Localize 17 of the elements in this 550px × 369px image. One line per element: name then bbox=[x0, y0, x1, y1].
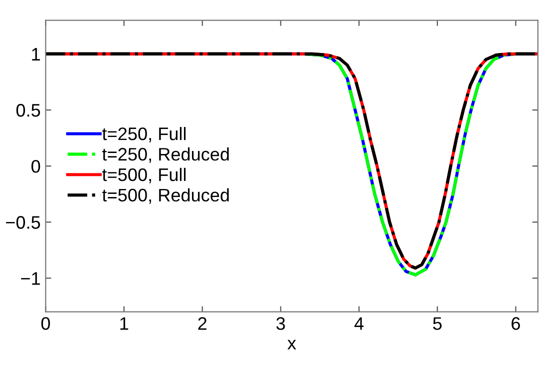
x-tick-label: 1 bbox=[120, 317, 128, 330]
x-tick-label: 5 bbox=[433, 317, 442, 330]
legend-label: t=250, Full bbox=[102, 126, 186, 142]
y-tick-label: 0 bbox=[31, 160, 40, 173]
x-axis-title: x bbox=[287, 340, 296, 350]
x-tick-label: 6 bbox=[512, 317, 520, 330]
legend-label: t=500, Full bbox=[102, 168, 186, 184]
legend-label: t=500, Reduced bbox=[102, 188, 229, 204]
x-tick-label: 2 bbox=[198, 317, 206, 330]
y-tick-label: 0.5 bbox=[16, 104, 40, 117]
y-tick-label: −1 bbox=[21, 272, 40, 285]
x-tick-label: 3 bbox=[276, 317, 285, 330]
legend-label: t=250, Reduced bbox=[102, 147, 229, 163]
y-tick-label: −0.5 bbox=[6, 216, 40, 229]
x-tick-label: 0 bbox=[41, 317, 50, 330]
y-tick-label: 1 bbox=[32, 48, 40, 60]
x-tick-label: 4 bbox=[354, 317, 364, 330]
